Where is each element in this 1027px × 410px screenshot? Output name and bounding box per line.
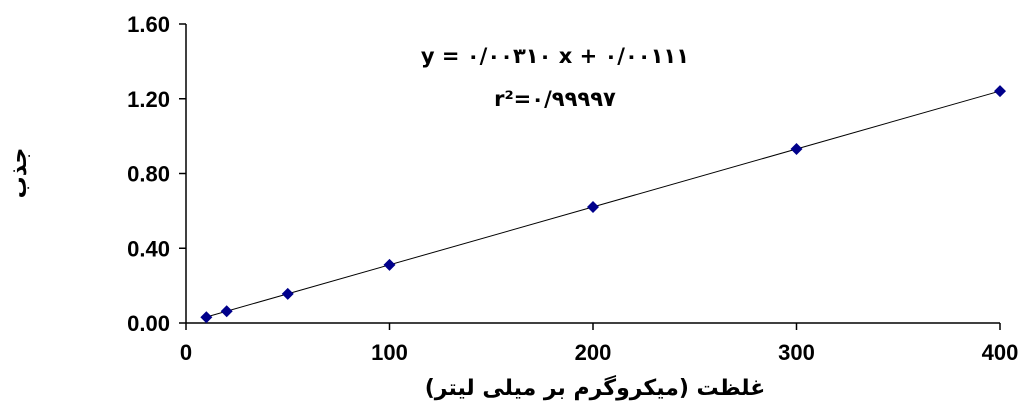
y-tick-label: 0.80	[127, 162, 170, 187]
x-tick-label: 100	[371, 340, 408, 365]
y-tick-label: 1.60	[127, 12, 170, 37]
y-tick-label: 0.40	[127, 236, 170, 261]
y-axis-title: جذب	[7, 148, 32, 199]
x-tick-label: 300	[778, 340, 815, 365]
x-tick-label: 0	[180, 340, 192, 365]
x-tick-label: 400	[982, 340, 1019, 365]
data-point	[790, 143, 803, 156]
x-ticks: 0 100 200 300 400	[180, 323, 1018, 365]
y-tick-label: 0.00	[127, 311, 170, 336]
data-point	[220, 305, 233, 318]
trendline	[206, 90, 1001, 318]
x-axis-title: غلظت (میکروگرم بر میلی لیتر)	[425, 374, 766, 401]
data-points	[200, 85, 1006, 324]
y-tick-label: 1.20	[127, 87, 170, 112]
r-squared-label: r²=۰/۹۹۹۹۷	[494, 87, 616, 111]
y-ticks: 0.00 0.40 0.80 1.20 1.60	[127, 12, 186, 336]
data-point	[587, 200, 599, 213]
equation-label: y = ۰/۰۰۳۱۰ x + ۰/۰۰۱۱۱	[421, 44, 689, 68]
data-point	[200, 311, 213, 324]
data-point	[994, 85, 1006, 98]
data-point	[383, 258, 396, 271]
axes: 0.00 0.40 0.80 1.20 1.60 0 100 200 300 400	[127, 12, 1018, 365]
data-point	[281, 287, 294, 300]
x-tick-label: 200	[575, 340, 612, 365]
